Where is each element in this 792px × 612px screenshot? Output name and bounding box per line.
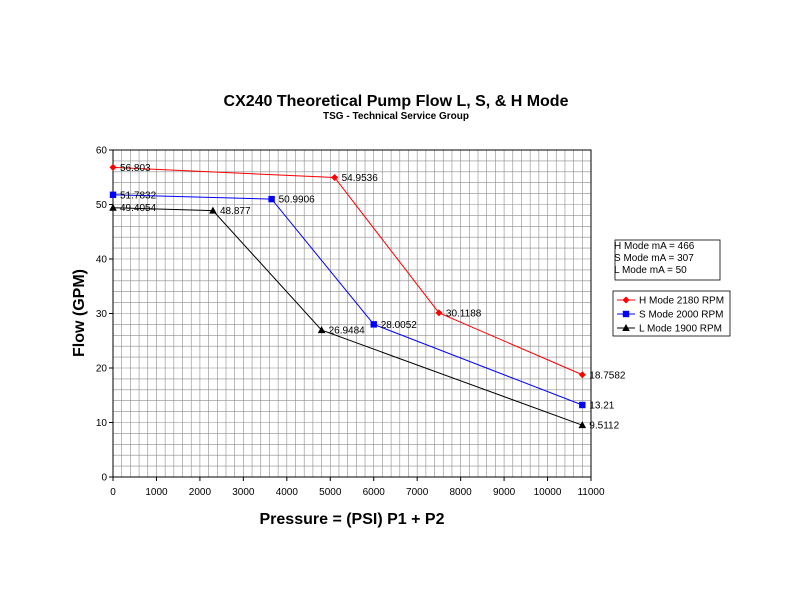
x-tick-label: 0 — [110, 487, 116, 498]
y-tick-label: 40 — [96, 255, 108, 266]
y-tick-label: 10 — [96, 418, 108, 429]
series-line — [112, 194, 583, 406]
data-label: 56.803 — [120, 163, 151, 174]
legend-marker — [622, 296, 630, 304]
x-tick-label: 9000 — [493, 487, 516, 498]
data-point — [579, 401, 586, 409]
x-tick-label: 8000 — [450, 487, 473, 498]
data-point — [435, 309, 443, 317]
x-tick-label: 1000 — [145, 487, 168, 498]
data-label: 48.877 — [220, 206, 251, 217]
series-diamond: 56.803 54.9536 30.1188 18.7582 — [109, 163, 626, 381]
x-tick-label: 2000 — [189, 487, 212, 498]
info-line-l: L Mode mA = 50 — [614, 265, 687, 276]
info-line-h: H Mode mA = 466 — [614, 241, 695, 252]
data-point — [209, 206, 217, 214]
series-triangle: 49.4054 48.877 26.9484 9.5112 — [109, 203, 620, 432]
data-label: 49.4054 — [120, 203, 157, 214]
info-line-s: S Mode mA = 307 — [614, 253, 694, 264]
data-label: 28.0052 — [381, 320, 418, 331]
data-point — [578, 421, 587, 429]
data-label: 54.9536 — [342, 173, 379, 184]
x-tick-label: 4000 — [276, 487, 299, 498]
x-tick-label: 6000 — [363, 487, 386, 498]
data-label: 13.21 — [589, 401, 614, 412]
x-axis-title: Pressure = (PSI) P1 + P2 — [260, 511, 445, 528]
series-square: 51.7832 50.9906 28.0052 13.21 — [109, 190, 615, 412]
data-point — [109, 191, 117, 198]
data-label: 18.7582 — [589, 370, 626, 381]
legend-marker — [622, 324, 630, 331]
y-tick-label: 20 — [96, 364, 108, 375]
chart-title: CX240 Theoretical Pump Flow L, S, & H Mo… — [224, 93, 569, 110]
x-tick-label: 10000 — [534, 487, 562, 498]
x-tick-label: 5000 — [319, 487, 342, 498]
data-point — [331, 174, 339, 182]
series-line — [112, 207, 583, 426]
data-point — [370, 321, 377, 328]
data-point — [317, 326, 326, 334]
data-label: 50.9906 — [279, 195, 316, 206]
mode-current-box: H Mode mA = 466 S Mode mA = 307 L Mode m… — [614, 239, 721, 281]
data-label: 51.7832 — [120, 190, 157, 201]
y-axis-title: Flow (GPM) — [71, 269, 88, 357]
series-line — [112, 166, 583, 376]
x-tick-label: 7000 — [406, 487, 429, 498]
axis-ticks: 0 1000 2000 3000 4000 5000 6000 7000 8000 9000 100… — [96, 146, 605, 499]
data-label: 26.9484 — [329, 326, 366, 337]
data-point — [109, 203, 117, 211]
legend-label: H Mode 2180 RPM — [639, 296, 724, 307]
y-tick-label: 30 — [96, 309, 108, 320]
legend-marker — [622, 310, 630, 318]
grid — [112, 149, 592, 478]
data-point — [109, 163, 117, 171]
data-label: 30.1188 — [446, 308, 482, 319]
y-tick-label: 50 — [96, 200, 108, 211]
y-tick-label: 60 — [96, 146, 108, 157]
data-label: 9.5112 — [589, 421, 619, 432]
legend-label: L Mode 1900 RPM — [639, 324, 722, 335]
x-tick-label: 11000 — [577, 487, 605, 498]
x-tick-label: 3000 — [232, 487, 255, 498]
legend-label: S Mode 2000 RPM — [639, 310, 724, 321]
data-series: 56.803 54.9536 30.1188 18.7582 51.7832 50.990… — [109, 163, 626, 432]
y-tick-label: 0 — [101, 473, 107, 484]
chart-subtitle: TSG - Technical Service Group — [323, 111, 469, 122]
data-point — [578, 371, 586, 379]
legend: H Mode 2180 RPM S Mode 2000 RPM L Mode 190… — [612, 290, 731, 337]
data-point — [268, 195, 275, 203]
